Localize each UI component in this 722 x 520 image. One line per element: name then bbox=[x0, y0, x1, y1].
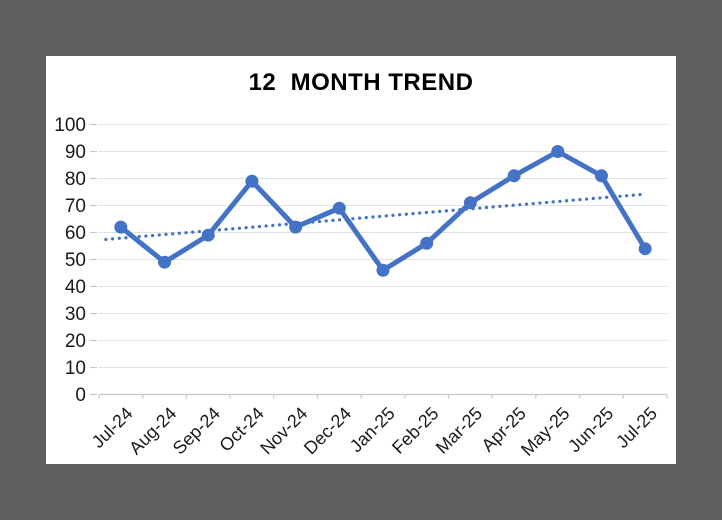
y-axis-label: 50 bbox=[65, 250, 86, 271]
x-axis-label: May-25 bbox=[517, 403, 574, 460]
x-axis-label: Dec-24 bbox=[300, 403, 355, 458]
data-point-marker bbox=[289, 220, 303, 234]
x-axis-label: Mar-25 bbox=[432, 403, 486, 457]
y-axis-label: 40 bbox=[65, 277, 86, 298]
x-axis-label: Nov-24 bbox=[256, 403, 311, 458]
y-axis-label: 100 bbox=[54, 115, 86, 136]
x-axis-label: Aug-24 bbox=[125, 403, 180, 458]
data-point-marker bbox=[376, 263, 390, 277]
y-axis-label: 80 bbox=[65, 169, 86, 190]
data-point-marker bbox=[638, 242, 652, 256]
data-point-marker bbox=[158, 255, 172, 269]
y-axis-label: 90 bbox=[65, 142, 86, 163]
data-point-marker bbox=[201, 228, 215, 242]
data-point-marker bbox=[332, 201, 346, 215]
data-point-marker bbox=[551, 145, 565, 158]
y-axis-label: 60 bbox=[65, 223, 86, 244]
y-axis-label: 10 bbox=[65, 358, 86, 379]
x-axis-label: Jul-25 bbox=[612, 403, 661, 452]
y-axis-label: 30 bbox=[65, 304, 86, 325]
data-point-marker bbox=[507, 169, 521, 183]
x-axis-label: Jan-25 bbox=[346, 403, 399, 456]
data-point-marker bbox=[594, 169, 608, 183]
y-axis-label: 20 bbox=[65, 331, 86, 352]
trendline bbox=[104, 192, 646, 242]
x-axis-label: Feb-25 bbox=[388, 403, 442, 457]
x-axis-label: Sep-24 bbox=[169, 403, 224, 458]
series-line bbox=[118, 149, 648, 273]
data-point-marker bbox=[420, 236, 434, 250]
data-point-marker bbox=[245, 174, 259, 188]
data-point-marker bbox=[114, 220, 128, 234]
chart-title: 12 MONTH TREND bbox=[248, 69, 474, 96]
x-axis-label: Jun-25 bbox=[564, 403, 617, 456]
data-point-marker bbox=[463, 196, 477, 210]
y-axis-label: 70 bbox=[65, 196, 86, 217]
trend-chart: 0102030405060708090100Jul-24Aug-24Sep-24… bbox=[54, 115, 668, 460]
y-axis-label: 0 bbox=[75, 385, 86, 406]
chart-panel: 12 MONTH TREND 0 10 20 30 40 50 60 70 80 90 100 Jul… bbox=[46, 56, 676, 464]
